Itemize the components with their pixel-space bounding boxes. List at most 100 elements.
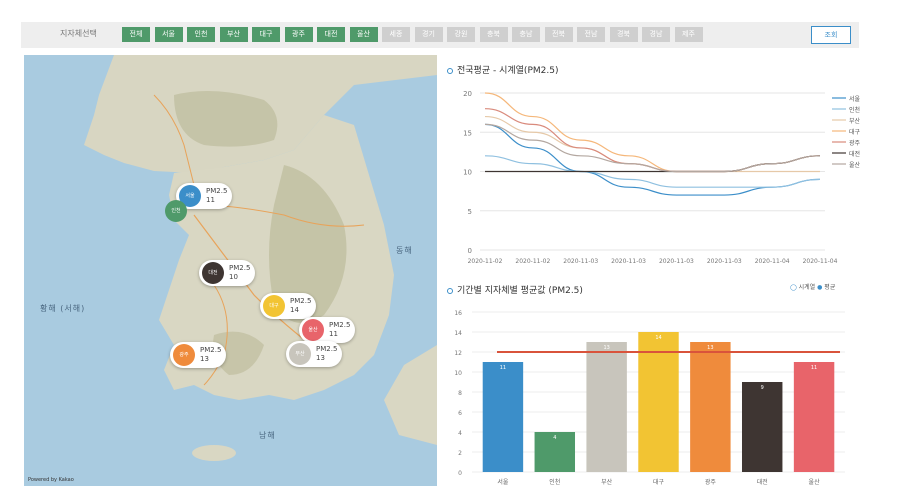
legend-label: 대전 [849, 150, 860, 158]
marker-pollutant: PM2.5 [316, 345, 338, 353]
marker-pollutant: PM2.5 [200, 346, 222, 354]
legend-average-icon: ● [817, 284, 823, 291]
bar-value-label: 11 [811, 365, 817, 371]
marker-region-dot: 울산 [302, 319, 324, 341]
bar-value-label: 14 [655, 335, 661, 341]
marker-value: 13 [200, 355, 209, 363]
legend-label: 대구 [849, 128, 861, 136]
x-tick-label: 2020-11-02 [515, 258, 550, 265]
marker-pollutant: PM2.5 [329, 321, 351, 329]
region-select-label: 지자체선택 [60, 29, 97, 38]
region-chip[interactable]: 세종 [382, 27, 410, 42]
x-category-label: 대구 [653, 478, 665, 486]
bar-chart-title-text: 기간별 지자체별 평균값 (PM2.5) [457, 286, 583, 296]
legend-label: 인천 [849, 106, 860, 114]
bar[interactable] [690, 342, 731, 472]
bar[interactable] [741, 382, 783, 472]
bar-chart-title: 기간별 지자체별 평균값 (PM2.5) [447, 283, 583, 296]
line-chart-title: 전국평균 - 시계열(PM2.5) [447, 63, 558, 76]
y-tick-label: 0 [468, 247, 472, 255]
series-line [484, 155, 821, 188]
sea-label-east: 동해 [396, 246, 413, 255]
region-chip[interactable]: 울산 [349, 27, 378, 42]
sea-label-south: 남해 [259, 431, 276, 440]
region-chip[interactable]: 강원 [447, 27, 475, 42]
map-credit: Powered by Kakao [28, 477, 74, 483]
x-category-label: 부산 [601, 478, 613, 486]
legend-average-label: 평균 [824, 284, 836, 291]
y-tick-label: 4 [458, 430, 462, 437]
marker-pollutant: PM2.5 [206, 187, 228, 195]
marker-pollutant: PM2.5 [290, 297, 312, 305]
bar-chart: 0 2 4 6 8 10 12 14 16 11 서울 4 인천 13 부산 14 대구 13 광주 9 대전 11 울산 [454, 310, 845, 486]
marker-value: 11 [329, 330, 338, 338]
marker-value: 13 [316, 354, 325, 362]
bar[interactable] [638, 332, 679, 472]
y-tick-label: 20 [463, 90, 472, 98]
bar-value-label: 13 [707, 345, 713, 351]
region-chip[interactable]: 대구 [252, 27, 280, 42]
marker-region-dot: 서울 [179, 185, 201, 207]
x-tick-label: 2020-11-03 [611, 258, 646, 265]
bar[interactable] [586, 342, 627, 472]
region-chip[interactable]: 경남 [642, 27, 670, 42]
bullet-icon [447, 287, 453, 294]
x-tick-label: 2020-11-02 [468, 258, 503, 265]
x-tick-label: 2020-11-03 [659, 258, 694, 265]
bar-value-label: 9 [761, 385, 764, 391]
bar[interactable] [793, 362, 835, 472]
region-chip[interactable]: 충북 [479, 27, 508, 42]
marker-value: 14 [290, 306, 299, 314]
region-chip[interactable]: 경북 [609, 27, 638, 42]
bar-value-label: 11 [500, 365, 506, 371]
y-tick-label: 16 [454, 310, 462, 317]
marker-region-dot: 인천 [165, 200, 187, 222]
y-tick-label: 14 [454, 330, 462, 337]
marker-region-dot: 부산 [289, 343, 311, 365]
region-chip[interactable]: 경기 [414, 27, 443, 42]
x-category-label: 광주 [705, 479, 717, 486]
region-chip[interactable]: 서울 [154, 27, 183, 42]
marker-value: 11 [206, 196, 215, 204]
region-chip[interactable]: 광주 [284, 27, 313, 42]
region-chip[interactable]: 부산 [219, 27, 248, 42]
korea-map[interactable]: 황해 (서해) 동해 남해 Powered by Kakao 서울 PM2.5 11… [24, 55, 437, 486]
y-tick-label: 2 [458, 450, 462, 457]
bar[interactable] [534, 432, 576, 472]
x-category-label: 대전 [757, 478, 768, 486]
line-chart-title-text: 전국평균 - 시계열(PM2.5) [457, 66, 559, 76]
confirm-button[interactable]: 조회 [811, 26, 851, 44]
sea-label-west: 황해 (서해) [40, 304, 86, 313]
x-category-label: 울산 [809, 478, 821, 486]
bullet-icon [447, 67, 453, 74]
x-tick-label: 2020-11-03 [563, 258, 598, 265]
bar-value-label: 4 [553, 435, 556, 441]
y-tick-label: 6 [458, 410, 462, 417]
x-category-label: 인천 [549, 478, 560, 486]
region-chip[interactable]: 대전 [317, 27, 345, 42]
region-chip[interactable]: 충남 [512, 27, 540, 42]
bar[interactable] [482, 362, 524, 472]
y-tick-label: 10 [463, 169, 472, 177]
x-tick-label: 2020-11-04 [755, 258, 790, 265]
region-chip[interactable]: 인천 [187, 27, 215, 42]
x-tick-label: 2020-11-03 [707, 258, 742, 265]
region-chip[interactable]: 제주 [674, 27, 703, 42]
legend-label: 부산 [849, 117, 861, 125]
y-tick-label: 0 [458, 470, 462, 477]
marker-pollutant: PM2.5 [229, 264, 251, 272]
y-tick-label: 10 [454, 370, 462, 377]
marker-region-dot: 대구 [263, 295, 285, 317]
region-chip[interactable]: 전남 [577, 27, 605, 42]
region-chip[interactable]: 전체 [122, 27, 150, 42]
y-tick-label: 12 [454, 350, 462, 357]
legend-series-icon: ◯ [790, 284, 797, 291]
marker-value: 10 [229, 273, 238, 281]
x-tick-label: 2020-11-04 [803, 258, 838, 265]
legend-label: 울산 [849, 161, 861, 169]
region-chip[interactable]: 전북 [544, 27, 573, 42]
y-tick-label: 8 [458, 390, 462, 397]
series-line [484, 123, 821, 196]
y-tick-label: 15 [463, 129, 472, 137]
legend-label: 광주 [849, 140, 861, 147]
